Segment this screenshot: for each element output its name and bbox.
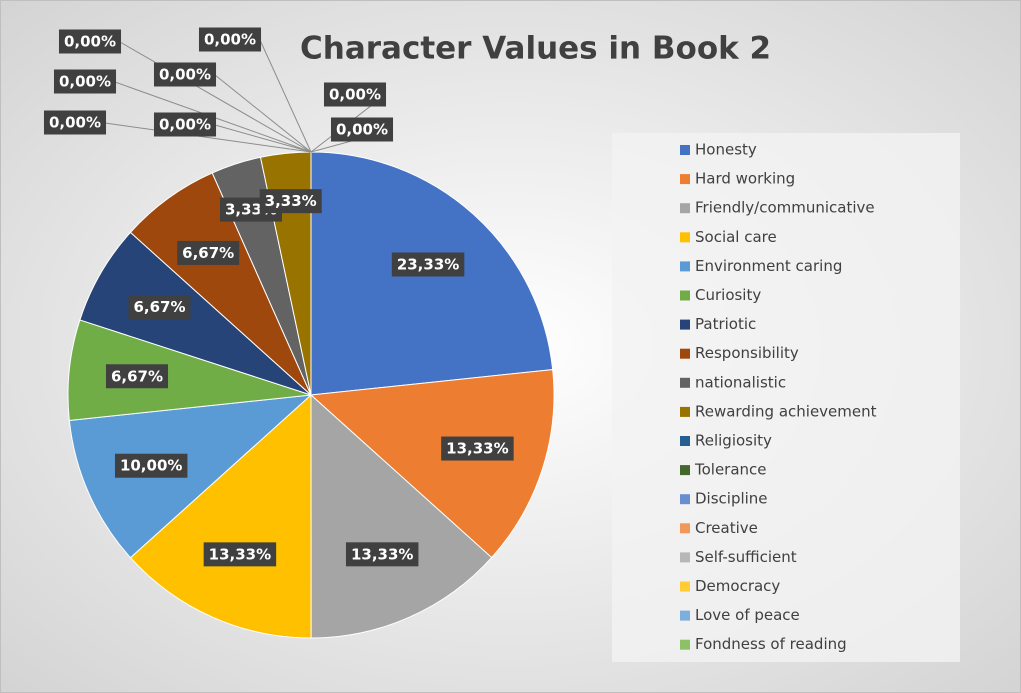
- legend-label: Honesty: [695, 141, 757, 159]
- data-label-text: 3,33%: [265, 192, 317, 210]
- data-label-text: 13,33%: [351, 545, 413, 563]
- legend-label: Discipline: [695, 490, 768, 508]
- data-label-box: [330, 117, 394, 142]
- data-label-text: 6,67%: [111, 367, 163, 385]
- legend-swatch: [680, 436, 690, 446]
- legend-swatch: [680, 523, 690, 534]
- legend-label: Curiosity: [695, 286, 761, 304]
- legend-swatch: [680, 319, 690, 330]
- leader-line: [214, 124, 312, 153]
- legend-swatch: [680, 377, 690, 388]
- leader-line: [119, 41, 312, 153]
- data-label: 6,67%: [177, 240, 240, 265]
- legend-swatch: [680, 494, 690, 505]
- data-label-box: [203, 542, 277, 567]
- legend-swatch: [680, 610, 690, 621]
- data-label-text: 6,67%: [182, 244, 234, 262]
- data-label-box: [53, 69, 117, 94]
- data-label-box: [153, 112, 217, 137]
- data-label: 13,33%: [441, 436, 514, 461]
- data-label: 0,00%: [53, 69, 117, 94]
- legend-swatch: [680, 639, 690, 650]
- pie-slice: [68, 394, 313, 559]
- data-label-text: 13,33%: [446, 440, 508, 458]
- legend-swatch: [680, 581, 690, 592]
- data-label-text: 0,00%: [159, 116, 211, 134]
- data-label-text: 0,00%: [159, 66, 211, 84]
- legend-label: nationalistic: [695, 373, 786, 391]
- data-label-text: 10,00%: [120, 457, 182, 475]
- data-label-box: [58, 29, 122, 54]
- pie-slice: [309, 369, 555, 559]
- legend-label: Democracy: [695, 577, 780, 595]
- legend-label: Environment caring: [695, 257, 842, 275]
- data-label-box: [259, 189, 322, 214]
- leader-line: [214, 74, 312, 153]
- legend-label: Self-sufficient: [695, 548, 797, 566]
- leader-line: [259, 39, 312, 153]
- data-label-text: 0,00%: [49, 114, 101, 132]
- data-label-text: 0,00%: [329, 86, 381, 104]
- data-label-box: [128, 295, 191, 320]
- legend-box: [612, 133, 960, 662]
- legend-label: Social care: [695, 228, 777, 246]
- data-label-box: [177, 240, 240, 265]
- legend-label: Patriotic: [695, 315, 756, 333]
- data-label: 0,00%: [43, 110, 107, 135]
- legend-label: Tolerance: [694, 461, 767, 479]
- data-label: 0,00%: [153, 112, 217, 137]
- data-label: 23,33%: [391, 252, 465, 277]
- data-label-text: 0,00%: [59, 73, 111, 91]
- legend-swatch: [680, 465, 690, 476]
- legend-label: Rewarding achievement: [695, 402, 877, 420]
- legend-label: Creative: [695, 519, 758, 537]
- legend-label: Hard working: [695, 170, 795, 188]
- data-label: 0,00%: [58, 29, 122, 54]
- data-label-box: [105, 364, 169, 389]
- data-label-box: [153, 62, 217, 87]
- chart-title: Character Values in Book 2: [300, 31, 771, 67]
- data-label: 6,67%: [128, 295, 191, 320]
- data-label-text: 6,67%: [133, 298, 185, 316]
- pie-slice: [129, 393, 312, 639]
- data-label-box: [43, 110, 107, 135]
- data-label-text: 0,00%: [204, 31, 256, 49]
- legend-swatch: [680, 145, 690, 155]
- legend-swatch: [680, 290, 690, 301]
- data-label: 3,33%: [259, 189, 322, 214]
- leader-line: [104, 122, 312, 153]
- data-label-box: [391, 252, 465, 277]
- data-label-box: [323, 82, 387, 107]
- legend-swatch: [680, 348, 690, 359]
- legend-label: Responsibility: [695, 344, 799, 362]
- data-label: 6,67%: [105, 364, 169, 389]
- data-label-text: 23,33%: [397, 255, 459, 273]
- data-label-box: [114, 453, 188, 478]
- data-label: 13,33%: [345, 542, 419, 567]
- legend-swatch: [680, 232, 690, 243]
- data-label: 0,00%: [153, 62, 217, 87]
- data-label: 13,33%: [203, 542, 277, 567]
- data-label-box: [345, 542, 419, 567]
- legend-swatch: [680, 174, 690, 185]
- data-label-text: 0,00%: [64, 33, 116, 51]
- data-label: 0,00%: [323, 82, 387, 107]
- data-label-text: 0,00%: [336, 121, 388, 139]
- legend-swatch: [680, 406, 690, 417]
- legend-label: Love of peace: [695, 606, 800, 624]
- legend-label: Religiosity: [695, 432, 772, 450]
- legend-swatch: [680, 552, 690, 563]
- data-label-box: [441, 436, 514, 461]
- data-label: 0,00%: [330, 117, 394, 142]
- legend-swatch: [680, 203, 690, 214]
- data-label-text: 13,33%: [209, 545, 271, 563]
- legend-swatch: [680, 261, 690, 272]
- legend-label: Friendly/communicative: [695, 199, 875, 217]
- data-label-box: [198, 27, 262, 52]
- legend-label: Fondness of reading: [695, 635, 847, 653]
- data-label: 10,00%: [114, 453, 188, 478]
- pie-slice: [310, 393, 493, 639]
- data-label: 0,00%: [198, 27, 262, 52]
